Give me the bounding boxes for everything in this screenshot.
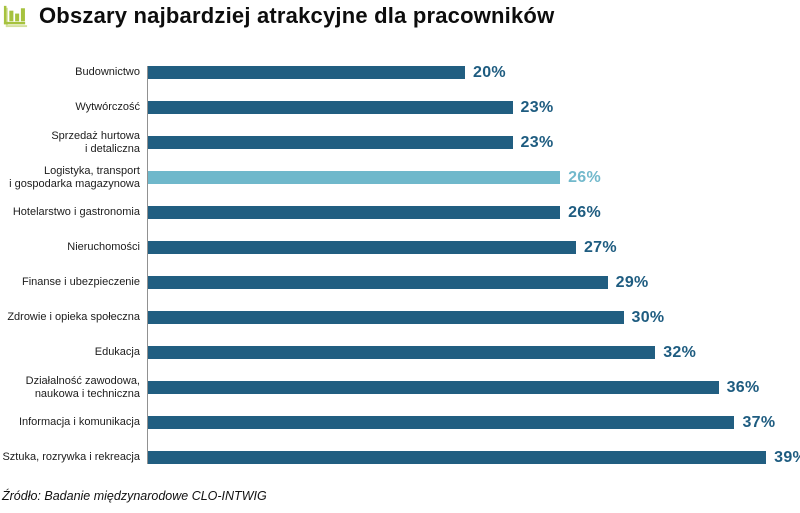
category-label: Hotelarstwo i gastronomia: [12, 206, 140, 218]
category-label: Informacja i komunikacja: [18, 416, 140, 428]
bar-zone: 29%: [148, 274, 800, 292]
value-label: 30%: [631, 308, 665, 326]
value-label: 26%: [568, 203, 602, 221]
bar-zone: 37%: [148, 414, 800, 432]
source-note: Źródło: Badanie międzynarodowe CLO-INTWI…: [2, 489, 267, 503]
value-label: 23%: [520, 98, 554, 116]
bar-row: Finanse i ubezpieczenie 29%: [0, 265, 800, 300]
bar-zone: 23%: [148, 134, 800, 152]
value-label: 39%: [774, 448, 800, 466]
bar-row: Informacja i komunikacja 37%: [0, 405, 800, 440]
bar: [148, 311, 624, 324]
bar: [148, 241, 576, 254]
category-label: Sztuka, rozrywka i rekreacja: [2, 451, 140, 463]
header: Obszary najbardziej atrakcyjne dla praco…: [2, 2, 554, 29]
bar-zone: 36%: [148, 379, 800, 397]
value-label: 36%: [726, 378, 760, 396]
category-label: Logistyka, transport i gospodarka magazy…: [9, 164, 140, 190]
category-label: Edukacja: [94, 346, 140, 358]
bar-chart: Budownictwo 20% Wytwórczość 23% Sprzedaż…: [0, 55, 800, 475]
bar-row: Edukacja 32%: [0, 335, 800, 370]
bar: [148, 66, 465, 79]
bar-row: Hotelarstwo i gastronomia 26%: [0, 195, 800, 230]
category-label: Finanse i ubezpieczenie: [21, 276, 140, 288]
bar-row: Logistyka, transport i gospodarka magazy…: [0, 160, 800, 195]
bar-row: Działalność zawodowa, naukowa i technicz…: [0, 370, 800, 405]
value-label: 20%: [473, 63, 506, 81]
bar: [148, 276, 608, 289]
category-label: Sprzedaż hurtowa i detaliczna: [51, 129, 140, 155]
value-label: 29%: [615, 273, 649, 291]
bar: [148, 171, 561, 184]
bar: [148, 416, 735, 429]
category-label: Budownictwo: [75, 66, 140, 78]
category-label: Nieruchomości: [67, 241, 140, 253]
bar: [148, 381, 719, 394]
bar-zone: 23%: [148, 99, 800, 117]
bar-zone: 32%: [148, 344, 800, 362]
bar-zone: 26%: [148, 204, 800, 222]
bar-row: Wytwórczość 23%: [0, 90, 800, 125]
bar-row: Sprzedaż hurtowa i detaliczna 23%: [0, 125, 800, 160]
bar: [148, 451, 767, 464]
bar-zone: 30%: [148, 309, 800, 327]
value-label: 27%: [583, 238, 617, 256]
value-label: 26%: [568, 168, 602, 186]
bar-row: Nieruchomości 27%: [0, 230, 800, 265]
bar-row: Budownictwo 20%: [0, 55, 800, 90]
bar-chart-icon: [3, 5, 28, 28]
bar-zone: 26%: [148, 169, 800, 187]
chart-rows: Budownictwo 20% Wytwórczość 23% Sprzedaż…: [0, 55, 800, 475]
bar-row: Sztuka, rozrywka i rekreacja 39%: [0, 440, 800, 475]
bar-zone: 20%: [148, 64, 800, 82]
value-label: 23%: [520, 133, 554, 151]
value-label: 32%: [663, 343, 697, 361]
bar-zone: 39%: [148, 449, 800, 467]
bar-zone: 27%: [148, 239, 800, 257]
category-label: Wytwórczość: [75, 101, 140, 113]
y-axis-line: [147, 66, 148, 464]
bar-row: Zdrowie i opieka społeczna 30%: [0, 300, 800, 335]
category-label: Działalność zawodowa, naukowa i technicz…: [25, 374, 140, 400]
bar: [148, 206, 561, 219]
page-title: Obszary najbardziej atrakcyjne dla praco…: [39, 3, 555, 28]
value-label: 37%: [742, 413, 776, 431]
bar: [148, 346, 656, 359]
category-label: Zdrowie i opieka społeczna: [7, 311, 140, 323]
bar: [148, 136, 513, 149]
bar: [148, 101, 513, 114]
